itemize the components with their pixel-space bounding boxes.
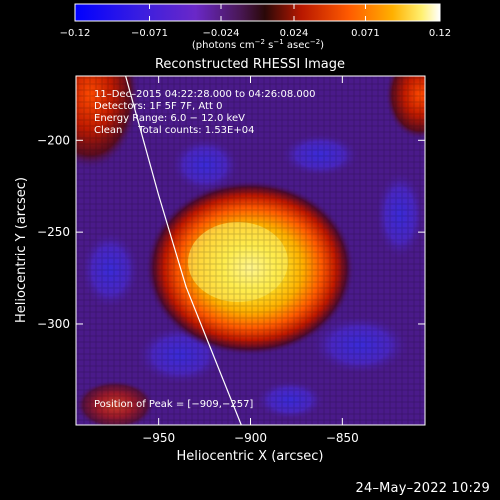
plot-area: −950 −900 −850 −200 −250 −300 (37, 75, 426, 445)
y-tick-label: −250 (37, 225, 70, 239)
y-axis-ticks: −200 −250 −300 (37, 133, 425, 331)
annotation-peak-position: Position of Peak = [−909,−257] (94, 399, 253, 410)
annotation-energy-range: Energy Range: 6.0 − 12.0 keV (94, 113, 245, 124)
colorbar-unit-part3: asec (284, 40, 310, 51)
colorbar-tick-label: −0.12 (60, 28, 91, 39)
colorbar-tick-label: 0.071 (351, 28, 380, 39)
y-tick-label: −200 (37, 133, 70, 147)
colorbar-unit-part2: s (265, 40, 273, 51)
annotation-time-range: 11–Dec–2015 04:22:28.000 to 04:26:08.000 (94, 89, 315, 100)
annotation-method-counts: Clean Total counts: 1.53E+04 (94, 125, 254, 136)
colorbar-unit-part4: ) (320, 40, 324, 51)
colorbar-unit-sup3: −2 (310, 38, 320, 46)
chart-title: Reconstructed RHESSI Image (155, 57, 345, 72)
x-tick-label: −850 (326, 431, 359, 445)
x-axis-ticks: −950 −900 −850 (142, 76, 359, 445)
heatmap-image (76, 76, 425, 425)
colorbar-unit-part1: (photons cm (192, 40, 255, 51)
colorbar-tick-label: −0.024 (202, 28, 239, 39)
y-tick-label: −300 (37, 317, 70, 331)
colorbar-unit-label: (photons cm−2 s−1 asec−2) (192, 38, 324, 51)
y-axis-label: Heliocentric Y (arcsec) (14, 177, 29, 323)
x-axis-label: Heliocentric X (arcsec) (177, 449, 324, 464)
colorbar-gradient (74, 3, 441, 22)
colorbar: −0.12 −0.071 −0.024 0.024 0.071 0.12 (photons… (60, 3, 451, 51)
annotation-detectors: Detectors: 1F 5F 7F, Att 0 (94, 101, 222, 112)
colorbar-tick-label: 0.12 (429, 28, 451, 39)
colorbar-unit-sup1: −2 (255, 38, 265, 46)
solar-limb-line (125, 76, 242, 425)
x-tick-label: −950 (142, 431, 175, 445)
colorbar-unit-sup2: −1 (273, 38, 283, 46)
colorbar-ticks: −0.12 −0.071 −0.024 0.024 0.071 0.12 (60, 4, 451, 39)
timestamp: 24–May–2022 10:29 (355, 481, 490, 496)
info-annotations: 11–Dec–2015 04:22:28.000 to 04:26:08.000… (94, 89, 315, 410)
x-tick-label: −900 (234, 431, 267, 445)
colorbar-tick-label: −0.071 (131, 28, 168, 39)
svg-text:(photons cm−2 s−1 asec−2): (photons cm−2 s−1 asec−2) (192, 38, 324, 51)
colorbar-tick-label: 0.024 (280, 28, 309, 39)
